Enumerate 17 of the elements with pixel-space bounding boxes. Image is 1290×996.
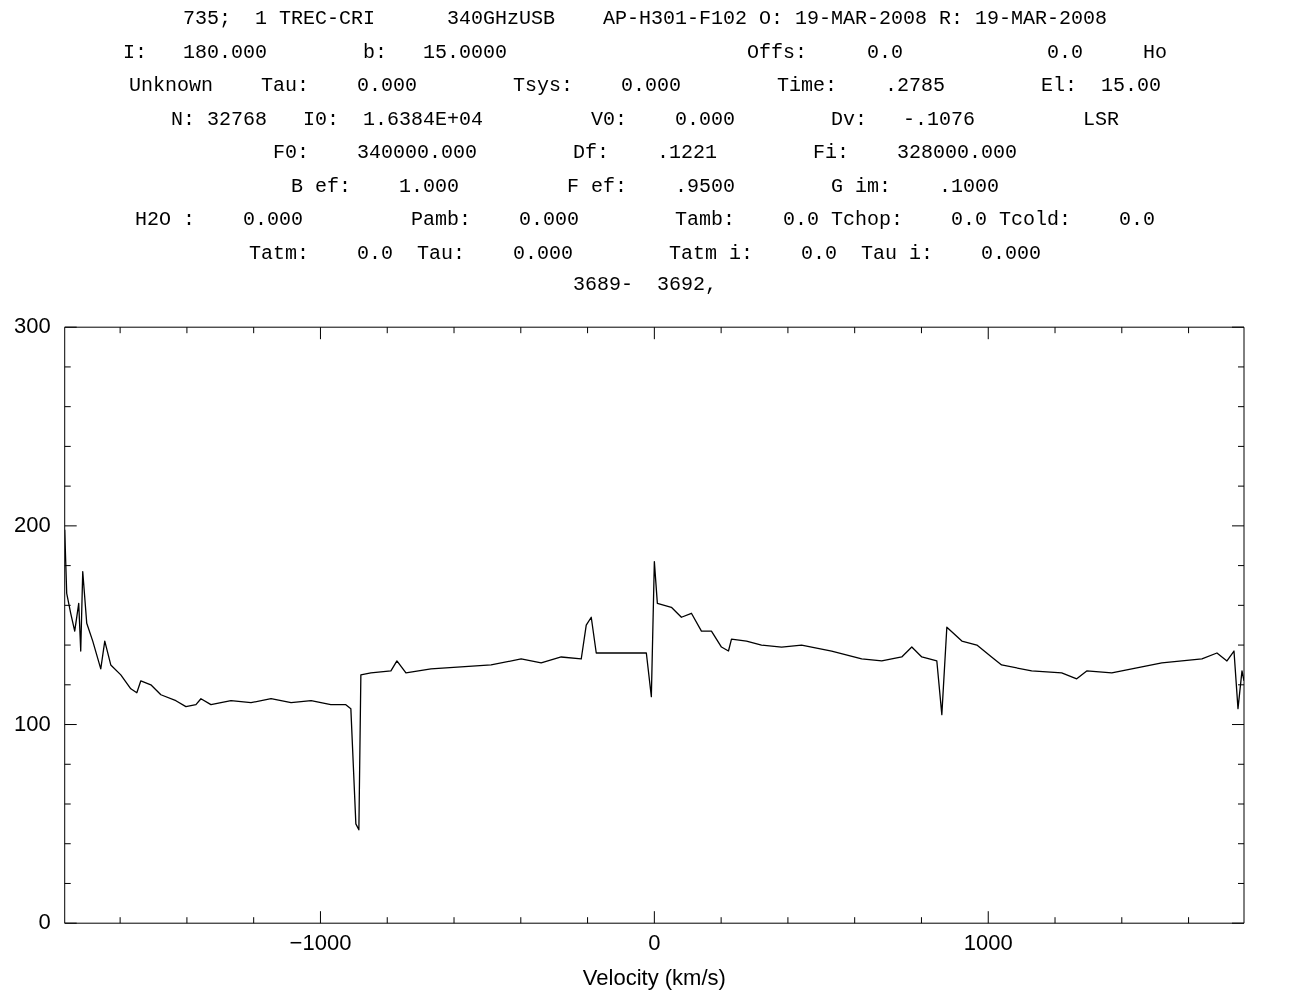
text: F0: 340000.000 Df: .1221 Fi: 328000.000 <box>271 140 1019 166</box>
text: B ef: 1.000 F ef: .9500 G im: .1000 <box>289 173 1001 200</box>
y-tick-label: 200 <box>13 511 51 537</box>
x-tick-label: 0 <box>648 930 661 956</box>
chart-title: 3689- 3692, <box>572 272 718 298</box>
x-tick-label: 1000 <box>963 930 1013 956</box>
y-tick-label: 100 <box>13 710 51 736</box>
y-tick-label: 300 <box>13 313 51 339</box>
text: N: 32768 I0: 1.6384E+04 V0: 0.000 Dv: -.1076 LSR <box>169 106 1121 133</box>
x-axis-title: Velocity (km/s) <box>582 964 726 990</box>
text: Unknown Tau: 0.000 Tsys: 0.000 Time: .2785 El: 15.00 <box>127 73 1163 99</box>
text: H2O : 0.000 Pamb: 0.000 Tamb: 0.0 Tchop: 0.0 Tcold: 0.0 <box>133 207 1157 233</box>
y-tick-label: 0 <box>38 909 51 935</box>
x-tick-label: −1000 <box>289 930 352 956</box>
text: 735; 1 TREC-CRI 340GHzUSB AP-H301-F102 O: 19-MAR-2008 R: 19-MAR-2008 <box>181 6 1109 32</box>
text: I: 180.000 b: 15.0000 Offs: 0.0 0.0 Ho <box>121 39 1169 66</box>
text: Tatm: 0.0 Tau: 0.000 Tatm i: 0.0 Tau i: 0.000 <box>247 240 1043 267</box>
